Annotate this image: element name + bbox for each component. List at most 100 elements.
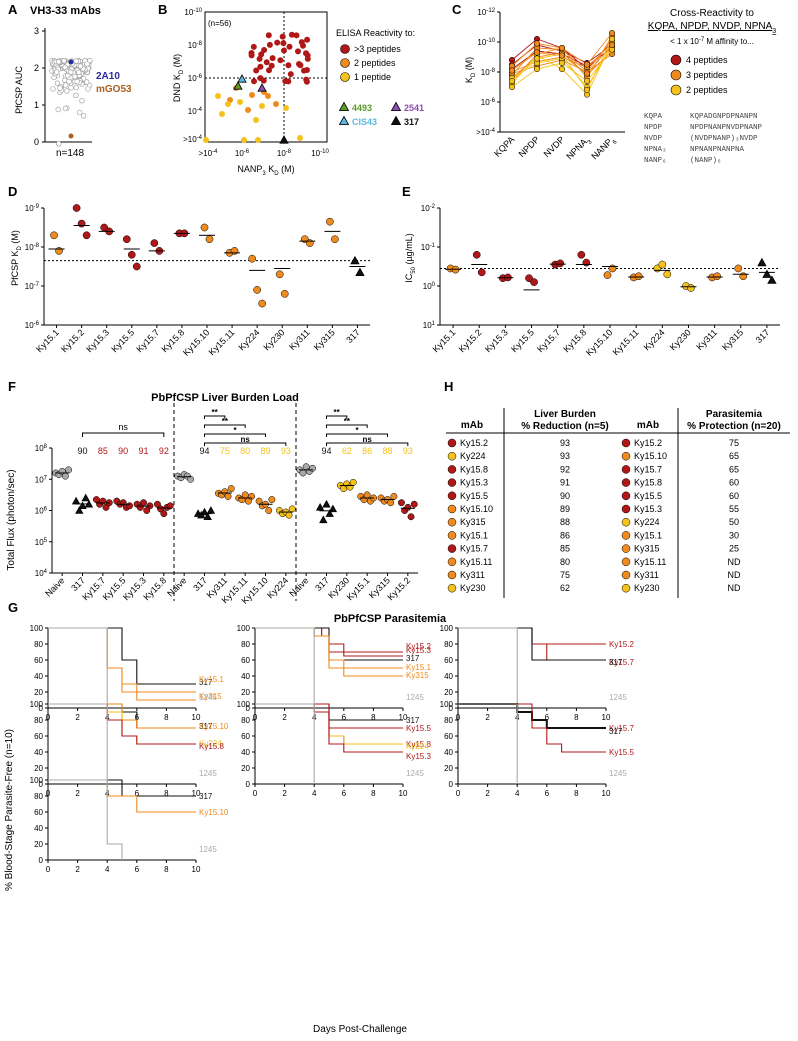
c-seq-value: NPNANPNANPNA: [690, 146, 745, 154]
g-series-label: 317: [609, 658, 623, 667]
b-point-1: [259, 103, 265, 109]
g-xtick-label: 10: [192, 865, 201, 874]
h-liver-value: 93: [560, 451, 570, 461]
b-xtick-label: 10-8: [277, 149, 292, 158]
h-para-mab: Ky15.2: [634, 438, 662, 448]
g-ytick-label: 100: [30, 700, 44, 709]
f-data-point: [75, 506, 84, 514]
f-data-point: [160, 510, 168, 518]
g-series-label: 317: [609, 727, 623, 736]
b-legend-triangle: [338, 115, 350, 125]
g-ytick-label: 0: [39, 856, 44, 865]
f-data-point: [268, 496, 276, 504]
b-point-1: [283, 105, 289, 111]
h-row-swatch: [621, 544, 631, 553]
g-xtick-label: 0: [456, 789, 461, 798]
g-survival-line: [458, 703, 518, 784]
f-sig-label: ns: [118, 422, 128, 432]
a-point: [53, 69, 60, 75]
data-point: [687, 284, 695, 292]
panel-c-legend-affinity: < 1 x 10-7 M affinity to...: [670, 37, 754, 46]
tick-y-label: 10-6: [25, 321, 40, 330]
b-point-gt3: [277, 57, 284, 64]
f-pct-label: 94: [199, 446, 209, 456]
c-category-label: NANP6: [589, 134, 619, 164]
h-para-mab: Ky15.3: [634, 504, 662, 514]
g-ytick-label: 100: [237, 624, 251, 633]
panel-c-legend-sub: KQPA, NPDP, NVDP, NPNA3: [648, 21, 777, 35]
b-triangle-2541: [257, 83, 267, 92]
g-xtick-label: 10: [399, 713, 408, 722]
a-point: [73, 84, 80, 91]
b-point-gt3: [257, 63, 264, 70]
b-legend-triangle: [338, 101, 350, 111]
c-point: [558, 52, 566, 59]
g-xtick-label: 2: [75, 865, 80, 874]
point-2a10: [68, 59, 74, 65]
h-row-swatch: [621, 451, 631, 461]
b-point-gt3: [248, 52, 255, 59]
panel-b-legend-title: ELISA Reactivity to:: [336, 28, 415, 38]
a-point: [55, 106, 61, 113]
a-ytick-label: 0: [34, 137, 39, 147]
b-point-2: [245, 107, 251, 113]
f-data-point: [325, 509, 334, 517]
f-pct-label: 62: [342, 446, 352, 456]
f-ytick-label: 104: [35, 569, 48, 578]
f-sig-bracket: [204, 442, 287, 446]
f-sig-bracket: [82, 432, 165, 437]
h-liver-mab: Ky315: [460, 517, 486, 527]
f-pct-label: 93: [281, 446, 291, 456]
g-ytick-label: 40: [34, 672, 43, 681]
data-point: [326, 217, 334, 226]
data-point: [767, 275, 777, 284]
g-series-label: Ky15.2: [609, 640, 634, 649]
h-row-swatch: [447, 478, 457, 487]
g-xtick-label: 6: [135, 865, 140, 874]
panel-d: D PfCSP KD (M) 10-910-810-710-6Ky15.1Ky1…: [8, 184, 370, 358]
c-seq-name: NVDP: [644, 135, 663, 143]
g-xtick-label: 6: [342, 713, 347, 722]
h-liver-value: 90: [560, 491, 570, 501]
f-data-point: [203, 512, 212, 520]
a-point: [85, 86, 91, 92]
h-liver-value: 85: [560, 544, 570, 554]
h-liver-value: 92: [560, 464, 570, 474]
h-para-value: 65: [729, 451, 739, 461]
b-point-1: [215, 93, 221, 99]
g-ytick-label: 0: [39, 704, 44, 713]
panel-letter-g: G: [8, 600, 18, 615]
f-sig-label: ns: [362, 435, 372, 444]
g-series-label: 1245: [199, 693, 217, 702]
g-xtick-label: 2: [282, 789, 287, 798]
panel-letter-h: H: [444, 379, 453, 394]
b-legend-swatch: [340, 72, 350, 82]
h-para-value: 75: [729, 438, 739, 448]
data-point: [556, 259, 565, 268]
g-xtick-label: 6: [545, 789, 550, 798]
h-liver-value: 62: [560, 583, 570, 593]
g-xtick-label: 6: [135, 789, 140, 798]
g-survival-line: [48, 779, 123, 860]
f-category-label: Naive: [43, 575, 66, 598]
g-series-label: Ky15.3: [406, 752, 431, 761]
a-point: [76, 69, 82, 76]
b-point-2: [273, 101, 279, 107]
h-row-swatch: [621, 478, 631, 487]
h-row-swatch: [621, 583, 631, 593]
g-ytick-label: 80: [241, 640, 250, 649]
panel-letter-b: B: [158, 2, 167, 17]
b-legend-label: 1 peptide: [354, 72, 391, 82]
h-para-mab: Ky15.5: [634, 491, 662, 501]
category-label: Ky15.11: [611, 327, 641, 357]
f-data-point: [153, 500, 161, 508]
a-point: [64, 88, 70, 94]
g-series-label: 1245: [199, 769, 217, 778]
b-point-gt3: [258, 51, 265, 58]
panel-g: G PbPfCSP Parasitemia % Blood-Stage Para…: [4, 600, 634, 1035]
a-point: [66, 78, 72, 85]
b-point-gt3: [280, 40, 287, 47]
panel-b: B DND KD (M) (n=56) 10-10 10-8 10-6 10-4 >10…: [158, 2, 424, 177]
g-ytick-label: 60: [444, 656, 453, 665]
